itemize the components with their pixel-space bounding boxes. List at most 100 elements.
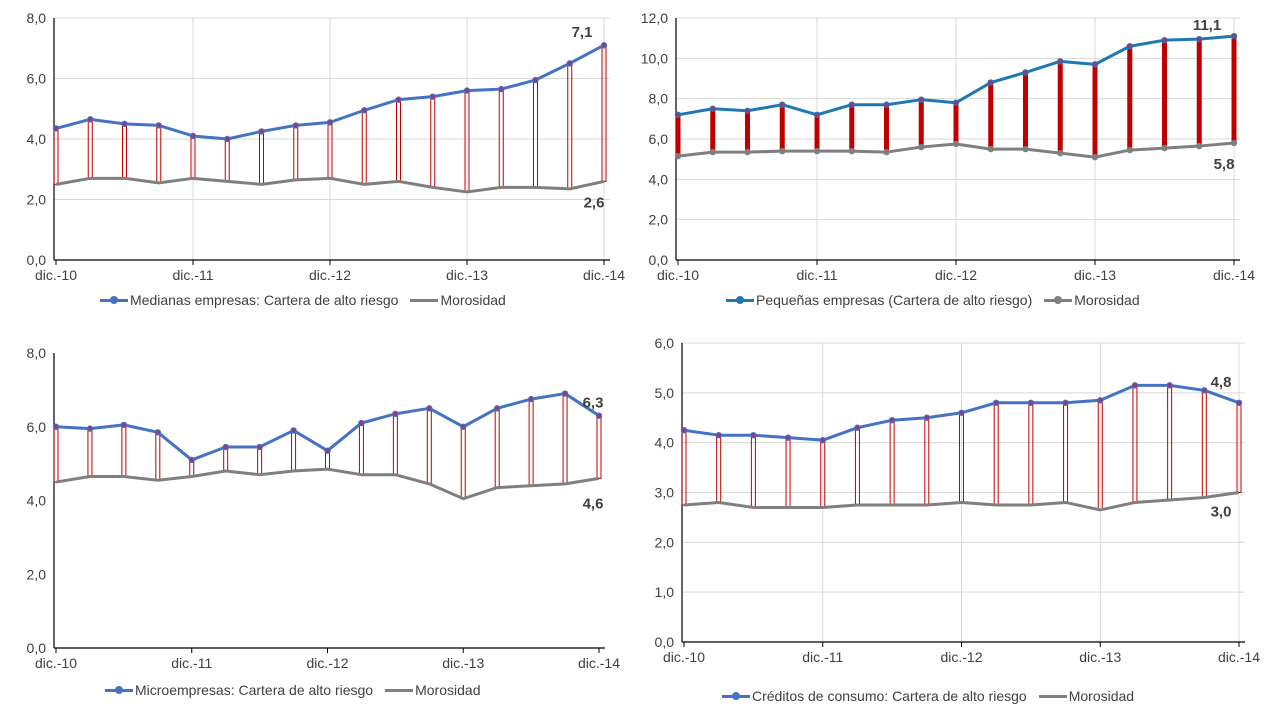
drop-bar: [849, 104, 855, 152]
y-tick-label: 3,0: [655, 485, 675, 501]
data-point: [813, 147, 821, 155]
y-tick-label: 6,0: [27, 419, 47, 435]
data-point: [1022, 145, 1029, 153]
data-point-tip: [596, 413, 602, 418]
drop-bar: [953, 102, 959, 145]
legend-item: Morosidad: [1038, 688, 1134, 704]
data-point-tip: [1092, 62, 1098, 67]
chart-legend: Créditos de consumo: Cartera de alto rie…: [722, 688, 1134, 704]
data-point-tip: [393, 411, 398, 417]
data-point: [709, 148, 716, 156]
data-point-tip: [225, 136, 230, 142]
data-point-tip: [87, 426, 93, 431]
drop-bar: [750, 434, 756, 508]
drop-bar: [1063, 402, 1069, 503]
data-point-tip: [427, 406, 432, 411]
data-point-tip: [820, 437, 825, 443]
data-point-tip: [494, 406, 500, 411]
data-point-tip: [745, 108, 750, 113]
data-point-tip: [562, 391, 568, 396]
data-point-tip: [464, 88, 470, 93]
data-point-tip: [259, 129, 264, 134]
y-tick-label: 4,0: [649, 171, 669, 187]
legend-label: Medianas empresas: Cartera de alto riesg…: [130, 292, 399, 308]
data-point-tip: [327, 120, 333, 125]
y-tick-label: 4,0: [27, 131, 47, 147]
data-point: [883, 148, 890, 156]
y-tick-label: 1,0: [655, 584, 675, 600]
x-tick-label: dic.-11: [802, 649, 843, 665]
y-tick-label: 8,0: [649, 91, 669, 107]
data-point-tip: [499, 86, 504, 92]
legend-swatch: [105, 686, 133, 694]
legend-label: Morosidad: [440, 292, 506, 308]
drop-bar: [814, 114, 820, 152]
y-tick-label: 6,0: [27, 71, 47, 87]
data-point: [987, 145, 994, 153]
y-tick-label: 0,0: [649, 252, 669, 268]
value-annotation: 4,6: [583, 495, 604, 512]
data-point-tip: [291, 428, 296, 433]
x-tick-label: dic.-13: [1074, 267, 1116, 283]
drop-bar: [1201, 389, 1207, 498]
data-point-tip: [156, 123, 161, 128]
legend-swatch: [100, 296, 128, 304]
legend-item: Pequeñas empresas (Cartera de alto riesg…: [726, 292, 1032, 308]
value-annotation: 4,8: [1211, 374, 1232, 391]
value-annotation: 6,3: [583, 395, 604, 412]
data-point-tip: [362, 108, 367, 113]
data-point-tip: [959, 410, 964, 415]
data-point: [744, 148, 751, 156]
value-annotation: 5,8: [1214, 156, 1235, 173]
drop-bar: [1028, 402, 1034, 506]
data-point-tip: [189, 457, 194, 463]
series-line: [55, 467, 600, 501]
x-tick-label: dic.-14: [583, 267, 625, 283]
drop-bar: [675, 114, 681, 157]
y-tick-label: 8,0: [27, 10, 47, 26]
y-tick-label: 4,0: [655, 435, 675, 451]
legend-item: Morosidad: [385, 682, 480, 698]
data-point-tip: [223, 444, 228, 450]
data-point-tip: [1231, 33, 1237, 39]
drop-bar: [710, 108, 716, 153]
data-point-tip: [675, 112, 681, 118]
drop-bar: [918, 99, 924, 148]
data-point-tip: [814, 112, 820, 118]
drop-bar: [854, 427, 860, 506]
data-point-tip: [121, 422, 127, 428]
y-tick-label: 0,0: [655, 634, 675, 650]
data-point: [1230, 139, 1238, 147]
data-point: [918, 143, 925, 151]
data-point-tip: [528, 396, 534, 402]
value-annotation: 7,1: [572, 24, 593, 41]
legend-label: Morosidad: [415, 682, 481, 698]
series-line: [683, 491, 1240, 512]
data-point-tip: [710, 106, 715, 111]
y-tick-label: 10,0: [641, 50, 668, 66]
chart-legend: Pequeñas empresas (Cartera de alto riesg…: [726, 292, 1140, 308]
x-tick-label: dic.-10: [35, 655, 77, 671]
drop-bar: [745, 110, 750, 153]
legend-swatch: [410, 298, 439, 302]
data-point-tip: [855, 425, 860, 430]
data-point: [674, 152, 682, 160]
legend-label: Morosidad: [1074, 292, 1140, 308]
data-point-tip: [1028, 400, 1034, 405]
y-tick-label: 2,0: [655, 534, 675, 550]
data-point-tip: [751, 432, 756, 438]
data-point-tip: [601, 43, 607, 48]
data-point-tip: [88, 117, 93, 122]
legend-swatch: [1044, 296, 1073, 304]
data-point-tip: [325, 448, 330, 453]
data-point-tip: [461, 424, 466, 429]
drop-bar: [1057, 61, 1063, 154]
data-point-tip: [1063, 400, 1068, 405]
data-point-tip: [889, 418, 895, 423]
data-point: [848, 147, 855, 155]
data-point-tip: [785, 435, 791, 440]
legend-label: Pequeñas empresas (Cartera de alto riesg…: [756, 292, 1033, 308]
